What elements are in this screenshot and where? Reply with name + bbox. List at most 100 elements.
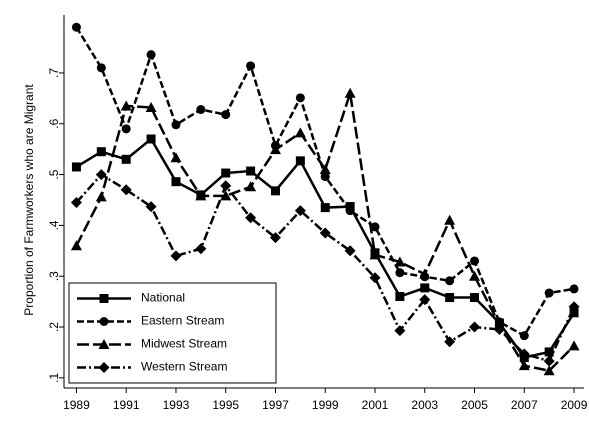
marker [195, 243, 207, 255]
x-tick-label: 1993 [163, 398, 190, 412]
marker [269, 144, 281, 155]
marker [245, 181, 257, 192]
marker [344, 87, 356, 98]
marker [246, 61, 256, 71]
marker [544, 288, 554, 298]
marker [220, 190, 232, 201]
marker [70, 197, 82, 209]
marker [196, 105, 206, 115]
marker [544, 347, 554, 357]
marker [444, 336, 456, 348]
marker [395, 268, 405, 278]
marker [370, 222, 380, 232]
marker [568, 301, 580, 313]
marker [320, 172, 330, 182]
marker [95, 169, 107, 181]
marker [146, 134, 156, 144]
marker [121, 154, 131, 164]
marker [568, 340, 580, 351]
marker [320, 203, 330, 213]
x-tick-label: 1999 [312, 398, 339, 412]
y-tick-label: .7 [47, 68, 61, 78]
marker [95, 191, 107, 202]
x-tick-label: 2005 [461, 398, 488, 412]
marker [71, 162, 81, 172]
x-tick-label: 1997 [262, 398, 289, 412]
y-tick-label: .5 [47, 169, 61, 179]
marker [470, 256, 480, 266]
marker [543, 365, 555, 376]
marker [470, 293, 480, 303]
marker [294, 127, 306, 138]
marker [519, 331, 529, 341]
x-tick-label: 1989 [63, 398, 90, 412]
legend-label: Eastern Stream [141, 314, 224, 328]
marker [270, 186, 280, 196]
marker [145, 101, 157, 112]
marker [444, 214, 456, 225]
marker [120, 100, 132, 111]
marker [220, 180, 232, 192]
marker [170, 250, 182, 262]
marker [493, 318, 505, 329]
marker [445, 276, 455, 286]
marker [171, 177, 181, 187]
marker [294, 205, 306, 217]
y-tick-label: .6 [47, 118, 61, 128]
y-tick-label: .1 [47, 373, 61, 383]
marker [98, 362, 110, 373]
marker [420, 283, 430, 293]
marker [120, 184, 132, 196]
x-tick-label: 2001 [362, 398, 389, 412]
x-tick-label: 1991 [113, 398, 140, 412]
y-tick-label: .4 [47, 220, 61, 230]
marker [170, 152, 182, 163]
marker [493, 324, 505, 336]
marker [395, 292, 405, 302]
marker [569, 308, 579, 318]
marker [369, 249, 381, 260]
marker [269, 232, 281, 244]
y-tick-label: .3 [47, 271, 61, 281]
marker [369, 272, 381, 284]
marker [344, 245, 356, 257]
marker [145, 201, 157, 213]
legend-label: Midwest Stream [141, 337, 227, 351]
marker [394, 325, 406, 337]
marker [96, 63, 106, 73]
marker [295, 93, 305, 103]
y-tick-label: .2 [47, 322, 61, 332]
marker [221, 168, 231, 178]
marker [146, 50, 156, 60]
marker [246, 166, 256, 176]
marker [295, 156, 305, 166]
y-axis-label: Proportion of Farmworkers who are Migran… [22, 84, 36, 316]
marker [445, 293, 455, 303]
marker [469, 321, 481, 333]
marker [469, 270, 481, 281]
marker [99, 294, 109, 303]
marker [419, 268, 431, 279]
marker [394, 256, 406, 267]
marker [518, 360, 530, 371]
x-tick-label: 1995 [212, 398, 239, 412]
marker [99, 317, 109, 326]
marker [543, 355, 555, 367]
marker [221, 110, 231, 120]
x-tick-label: 2007 [511, 398, 538, 412]
legend-label: Western Stream [141, 360, 227, 374]
marker [121, 124, 131, 134]
x-tick-label: 2009 [561, 398, 588, 412]
marker [96, 147, 106, 157]
series-line [75, 92, 575, 373]
marker [70, 240, 82, 251]
marker [171, 120, 181, 130]
marker [518, 348, 530, 360]
legend-label: National [141, 291, 185, 305]
marker [419, 294, 431, 306]
marker [345, 206, 355, 216]
x-tick-label: 2003 [411, 398, 438, 412]
marker [195, 190, 207, 201]
marker [319, 227, 331, 239]
